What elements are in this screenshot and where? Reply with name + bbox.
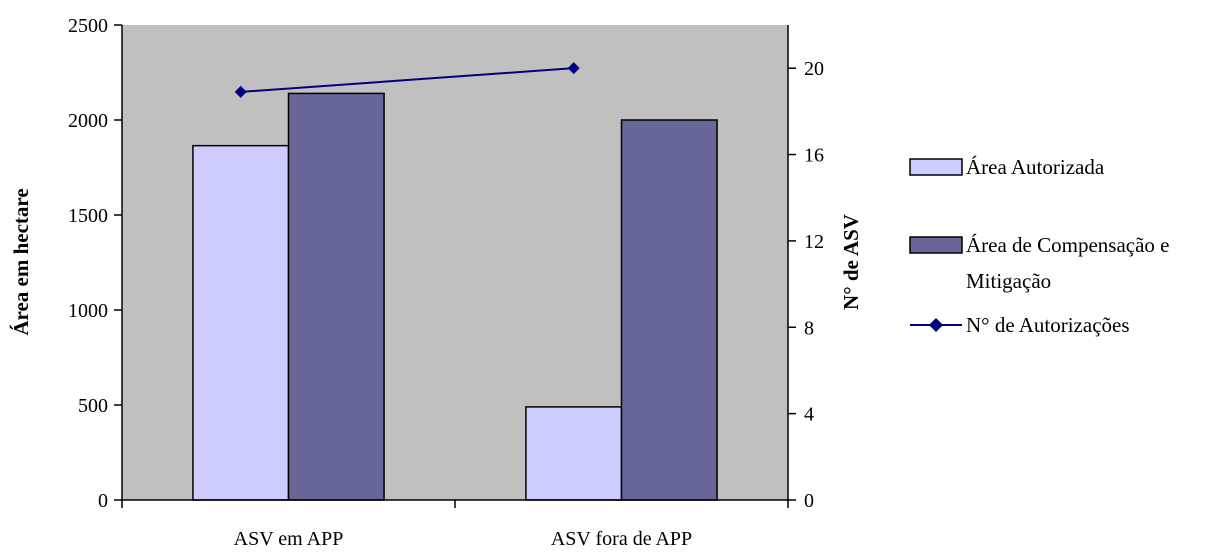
y2-tick-label: 20 [804, 58, 824, 80]
bar-area-de-compensacao-e-mitigacao-asv-em-app [287, 92, 385, 501]
y2-tick-label: 8 [804, 317, 814, 339]
legend-marker-autorizacoes [929, 318, 943, 332]
y2-axis-title: N° de ASV [839, 214, 863, 310]
x-tick-label-asv-fora-de-app: ASV fora de APP [551, 528, 692, 550]
legend-label-autorizacoes: N° de Autorizações [966, 313, 1130, 337]
legend-swatch-area-compensacao [909, 236, 963, 254]
y-axis-title: Área em hectare [9, 188, 33, 335]
bar-area-de-compensacao-e-mitigacao-asv-fora-de-app [620, 119, 718, 501]
line-series [234, 62, 580, 98]
point-n-de-autorizacoes-asv-em-app [234, 85, 247, 98]
point-n-de-autorizacoes-asv-fora-de-app [567, 62, 580, 75]
y-tick-label: 1000 [68, 300, 108, 322]
x-tick-label-asv-em-app: ASV em APP [234, 528, 344, 550]
y-tick-label: 0 [98, 490, 108, 512]
legend: Área Autorizada Área de Compensação e Mi… [909, 155, 1170, 337]
bars [192, 92, 718, 501]
legend-label-area-compensacao-line2: Mitigação [966, 269, 1051, 293]
legend-label-area-autorizada: Área Autorizada [966, 155, 1105, 179]
bar-area-autorizada-asv-em-app [192, 144, 290, 501]
legend-label-area-compensacao: Área de Compensação e [966, 233, 1170, 257]
legend-swatch-area-autorizada [909, 158, 963, 176]
y2-tick-label: 0 [804, 490, 814, 512]
y-tick-label: 2000 [68, 110, 108, 132]
y2-tick-label: 12 [804, 231, 824, 253]
line-n-de-autorizacoes [240, 67, 574, 93]
y-tick-label: 500 [78, 395, 108, 417]
y2-tick-label: 16 [804, 145, 824, 167]
y-tick-label: 2500 [68, 15, 108, 37]
axes [114, 24, 796, 508]
y-tick-label: 1500 [68, 205, 108, 227]
tick-labels: 0 500 1000 1500 2000 2500 0 4 8 12 16 20 ASV em APP A… [68, 15, 824, 550]
y2-tick-label: 4 [804, 404, 814, 426]
bar-area-autorizada-asv-fora-de-app [525, 406, 623, 501]
